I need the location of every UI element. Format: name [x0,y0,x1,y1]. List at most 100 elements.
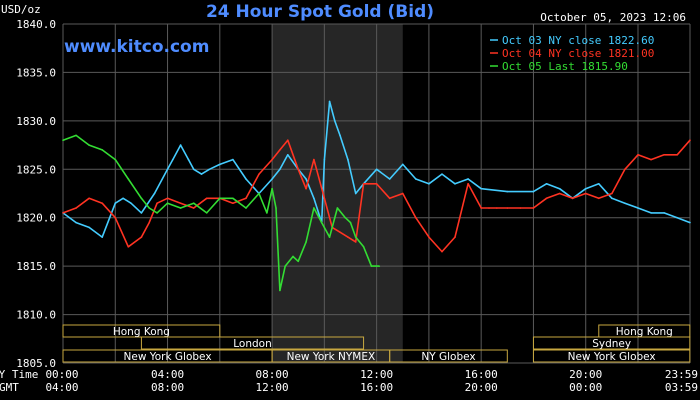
series-point [663,212,665,214]
price-series [62,100,691,292]
series-point [313,158,315,161]
series-point [166,168,169,171]
series-point [454,183,456,185]
series-point [401,192,404,195]
series-point [637,153,639,156]
series-point [467,178,469,180]
series-point [279,168,281,171]
x-tick-ny: 12:00 [360,368,393,381]
series-point [375,168,378,171]
series-point [122,197,124,200]
series-point [305,178,307,180]
series-point [271,158,273,161]
series-point [349,221,352,224]
series-point [597,183,600,185]
series-point [192,202,195,204]
series-point [370,265,373,267]
session-box [140,336,365,350]
series-point [88,144,90,146]
series-point [192,207,195,209]
series-point [415,178,417,180]
series-point [101,149,104,151]
series-point [480,187,482,190]
series-point [676,216,678,219]
series-point [245,178,247,180]
y-tick-label: 1805.0 [16,357,56,370]
series-point [650,158,652,161]
series-point [339,231,341,234]
series-point [148,221,151,224]
series-point [428,236,430,238]
series-point [480,207,482,209]
series-point [676,153,678,156]
series-point [153,192,156,195]
timestamp: October 05, 2023 12:06 [540,11,686,24]
series-point [334,120,336,122]
unit-label: USD/oz [1,3,41,16]
series-point [275,207,277,209]
series-point [597,197,600,200]
series-point [328,236,331,238]
series-point [347,236,349,238]
series-point [179,144,182,146]
x-tick-ny: 00:00 [45,368,78,381]
series-point [611,192,613,195]
y-tick-label: 1810.0 [16,309,56,322]
series-point [323,197,326,200]
series-point [388,178,391,180]
gmt-label: GMT [0,381,19,394]
x-tick-ny: 04:00 [151,368,184,381]
series-point [347,158,349,161]
session-label: New York Globex [568,351,656,363]
x-tick-gmt: 12:00 [256,381,289,394]
nymex-session-highlight [272,24,403,363]
x-tick-gmt: 03:59 [665,381,698,394]
series-point [232,197,234,200]
series-point [362,245,365,248]
series-point [245,197,247,200]
series-point [624,168,626,171]
series-point [313,197,315,200]
series-point [354,241,357,243]
series-point [584,192,587,195]
x-tick-gmt: 20:00 [465,381,498,394]
series-point [114,216,117,219]
series-point [205,197,208,200]
series-point [611,197,613,200]
series-point [689,221,691,224]
x-tick-gmt: 00:00 [569,381,602,394]
series-point [205,212,208,214]
series-point [328,100,331,103]
series-point [519,207,522,209]
series-point [101,236,104,238]
series-point [496,207,498,209]
series-point [428,183,430,185]
y-tick-label: 1820.0 [16,212,56,225]
series-point [401,163,404,166]
series-point [286,153,289,156]
series-point [219,163,221,166]
series-point [114,158,117,161]
x-tick-ny: 08:00 [256,368,289,381]
series-point [441,250,443,253]
grid-lines [62,23,691,364]
session-label: Hong Kong [113,326,170,338]
session-label: New York Globex [124,351,212,363]
series-point [179,202,182,204]
series-point [266,212,268,214]
series-point [354,236,357,238]
series-point [127,178,130,180]
series-point [232,158,234,161]
series-point [271,178,273,180]
series-point [584,187,587,190]
series-point [166,197,169,200]
session-label: Hong Kong [616,326,673,338]
session-label: New York NYMEX [287,351,376,363]
series-point [488,207,490,209]
series-point [532,207,535,209]
series-point [62,212,64,214]
y-tick-label: 1815.0 [16,260,56,273]
